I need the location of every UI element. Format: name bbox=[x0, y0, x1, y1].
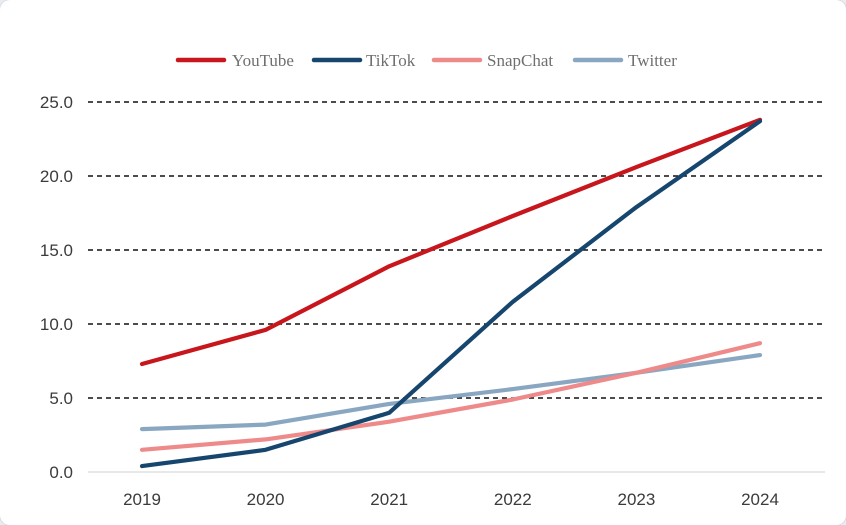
y-axis: 0.0 5.0 10.0 15.0 20.0 25.0 bbox=[40, 93, 73, 482]
y-tick-label: 20.0 bbox=[40, 167, 73, 186]
y-tick-label: 10.0 bbox=[40, 315, 73, 334]
x-tick-label: 2019 bbox=[123, 490, 161, 509]
x-tick-label: 2023 bbox=[617, 490, 655, 509]
series-line-snapchat bbox=[139, 341, 763, 452]
series-line-tiktok bbox=[139, 119, 763, 469]
legend-label-youtube: YouTube bbox=[232, 51, 294, 70]
x-axis: 2019 2020 2021 2022 2023 2024 bbox=[123, 490, 779, 509]
x-tick-label: 2024 bbox=[741, 490, 779, 509]
y-tick-label: 25.0 bbox=[40, 93, 73, 112]
x-tick-label: 2020 bbox=[247, 490, 285, 509]
legend-label-tiktok: TikTok bbox=[366, 51, 416, 70]
gridlines bbox=[88, 101, 825, 473]
series-line-youtube bbox=[139, 117, 763, 367]
series-lines bbox=[139, 117, 763, 469]
legend: YouTube TikTok SnapChat Twitter bbox=[175, 51, 677, 70]
legend-label-snapchat: SnapChat bbox=[487, 51, 553, 70]
y-tick-label: 5.0 bbox=[49, 389, 73, 408]
y-tick-label: 15.0 bbox=[40, 241, 73, 260]
x-tick-label: 2022 bbox=[494, 490, 532, 509]
legend-label-twitter: Twitter bbox=[628, 51, 677, 70]
y-tick-label: 0.0 bbox=[49, 463, 73, 482]
x-tick-label: 2021 bbox=[370, 490, 408, 509]
